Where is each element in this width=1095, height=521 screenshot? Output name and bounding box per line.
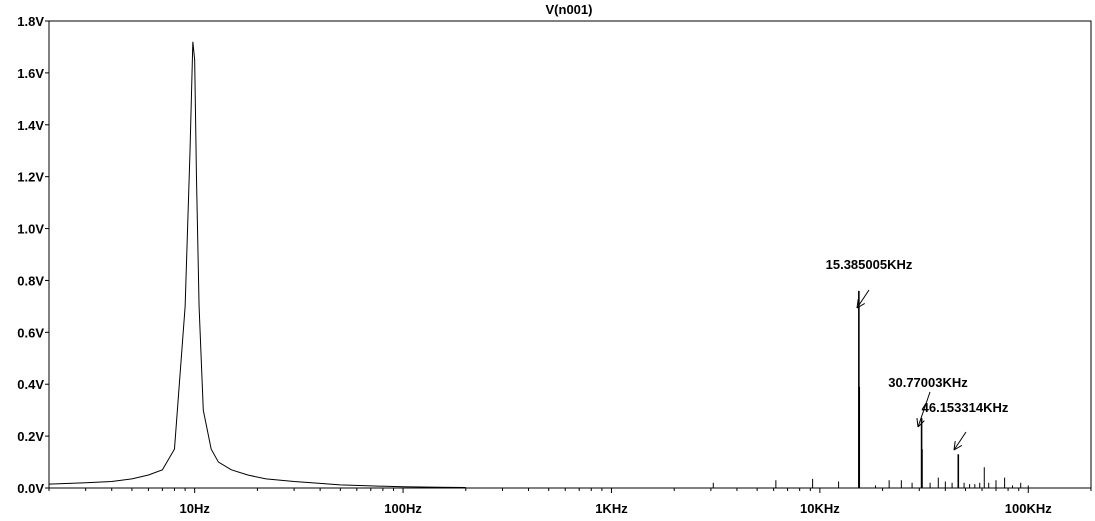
annotation-arrow-head bbox=[953, 441, 956, 451]
series-group bbox=[48, 41, 466, 488]
annotation-arrow-head bbox=[856, 299, 859, 309]
y-tick-label: 1.4V bbox=[17, 118, 44, 133]
chart-title: V(n001) bbox=[546, 2, 593, 17]
x-tick-label: 100Hz bbox=[384, 501, 422, 516]
x-tick-label: 100KHz bbox=[1005, 501, 1052, 516]
y-tick-label: 0.4V bbox=[17, 377, 44, 392]
peak-annotation-label: 30.77003KHz bbox=[888, 375, 968, 390]
annotation-arrow-shaft bbox=[917, 391, 931, 428]
series-line bbox=[48, 41, 466, 488]
peak-annotation-label: 46.153314KHz bbox=[922, 400, 1009, 415]
annotation-group: 15.385005KHz 30.77003KHz 46.153314KHz bbox=[826, 257, 1009, 451]
annotation-arrow-shaft bbox=[856, 289, 870, 309]
annotation-arrow-head bbox=[953, 444, 963, 451]
x-tick-label: 10KHz bbox=[800, 501, 840, 516]
y-tick-label: 1.2V bbox=[17, 170, 44, 185]
x-axis: 10Hz 100Hz 1KHz 10KHz 100KHz bbox=[48, 488, 1092, 516]
y-tick-label: 0.6V bbox=[17, 325, 44, 340]
annotation-arrow-head bbox=[917, 420, 925, 428]
y-tick-label: 1.8V bbox=[17, 14, 44, 29]
y-tick-label: 0.0V bbox=[17, 481, 44, 496]
x-tick-label: 10Hz bbox=[179, 501, 210, 516]
annotation-arrow-head bbox=[916, 418, 919, 428]
annotation-arrow-shaft bbox=[953, 431, 967, 451]
x-tick-label: 1KHz bbox=[595, 501, 628, 516]
y-axis: 0.0V 0.2V 0.4V 0.6V 0.8V 1.0V 1.2V 1.4V 1.6V 1.8V bbox=[17, 14, 49, 496]
annotation-arrow-head bbox=[856, 302, 866, 309]
spike-group bbox=[712, 290, 1029, 488]
y-tick-label: 1.6V bbox=[17, 66, 44, 81]
y-tick-label: 0.8V bbox=[17, 273, 44, 288]
plot-area-frame bbox=[48, 20, 1092, 489]
y-tick-label: 0.2V bbox=[17, 429, 44, 444]
y-tick-label: 1.0V bbox=[17, 222, 44, 237]
peak-annotation-label: 15.385005KHz bbox=[826, 257, 913, 272]
